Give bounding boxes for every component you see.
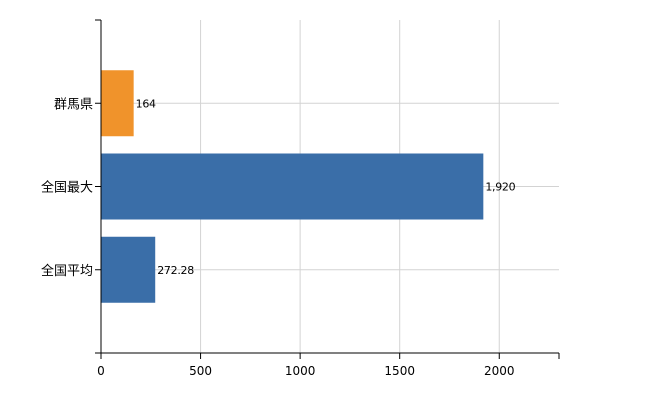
data-label: 1,920 <box>485 181 515 194</box>
data-label: 164 <box>136 97 156 110</box>
x-tick-label: 500 <box>189 364 212 378</box>
bar <box>101 236 156 303</box>
x-tick-label: 0 <box>97 364 105 378</box>
bars <box>101 70 484 303</box>
x-tick-label: 2000 <box>484 364 515 378</box>
category-label: 全国平均 <box>41 263 93 279</box>
bar <box>101 153 484 220</box>
labels: 群馬県 164 全国最大 1,920 全国平均 272.28 0 500 1000 1500 200… <box>41 97 516 378</box>
category-label: 群馬県 <box>54 97 93 112</box>
bar <box>101 70 134 137</box>
category-label: 全国最大 <box>41 180 93 196</box>
data-label: 272.28 <box>157 264 194 277</box>
x-tick-label: 1500 <box>384 364 415 378</box>
x-tick-label: 1000 <box>285 364 316 378</box>
axes <box>95 19 560 359</box>
